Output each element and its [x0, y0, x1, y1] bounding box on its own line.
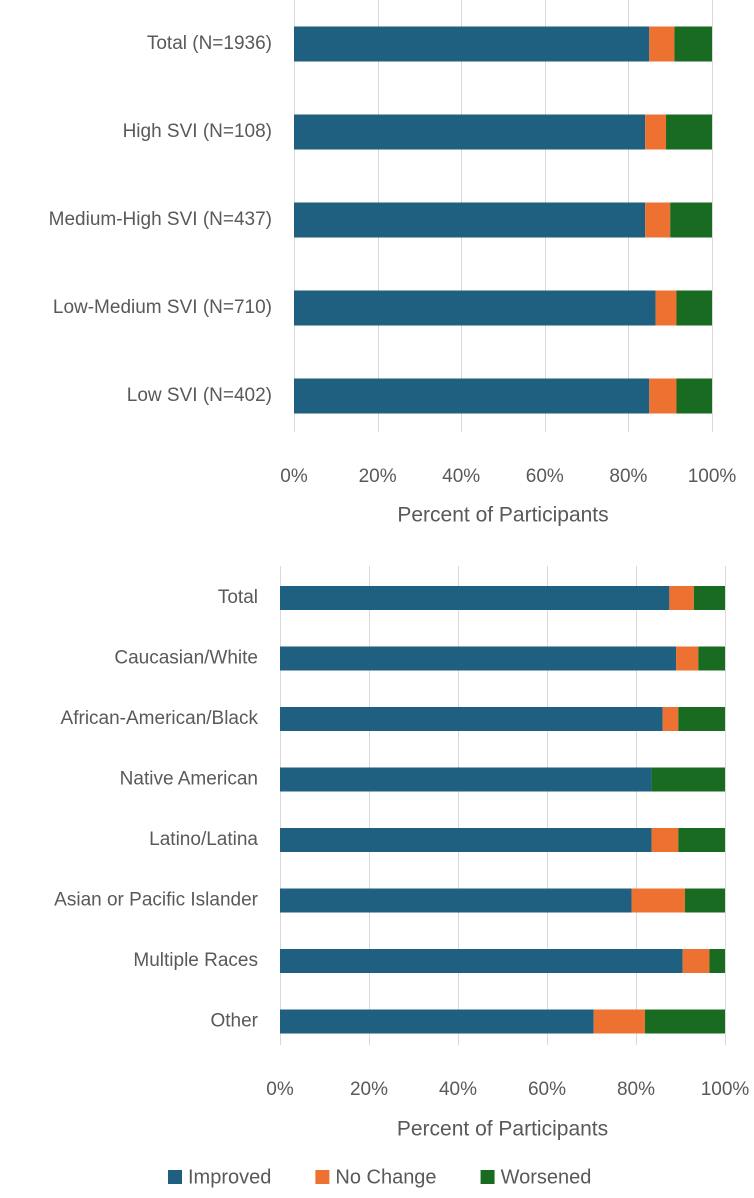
x-tick-label: 20%	[359, 466, 397, 487]
bar-worsened-total-n-1936	[674, 26, 712, 62]
x-tick-label: 20%	[350, 1079, 388, 1100]
category-label: Other	[210, 1011, 258, 1032]
bar-no-change-caucasian-white	[676, 646, 699, 671]
category-label: Total	[218, 587, 258, 608]
bar-worsened-multiple-races	[709, 949, 725, 973]
legend: Improved No Change Worsened	[168, 1166, 591, 1188]
bar-no-change-total	[669, 586, 694, 610]
bar-improved-low-medium-svi-n-710	[294, 290, 656, 326]
legend-swatch-no-change	[315, 1170, 330, 1184]
category-label: Medium-High SVI (N=437)	[49, 209, 272, 230]
bar-improved-high-svi-n-108	[294, 114, 646, 150]
bar-improved-total	[280, 586, 670, 610]
bar-improved-other	[280, 1009, 594, 1034]
bar-worsened-caucasian-white	[698, 646, 725, 671]
x-tick-label: 40%	[439, 1079, 477, 1100]
category-label: Low SVI (N=402)	[127, 385, 272, 406]
bar-worsened-native-american	[651, 767, 725, 792]
svi-chart: Total (N=1936) High SVI (N=108) Medium-Hig…	[49, 0, 737, 527]
bar-improved-total-n-1936	[294, 26, 650, 62]
bar-improved-native-american	[280, 767, 652, 792]
bar-no-change-asian-or-pacific-islander	[631, 888, 685, 913]
category-label: Multiple Races	[133, 950, 258, 971]
category-label: Total (N=1936)	[147, 33, 272, 54]
x-tick-label: 100%	[701, 1079, 750, 1100]
bar-improved-low-svi-n-402	[294, 378, 650, 414]
legend-label-worsened: Worsened	[501, 1166, 592, 1188]
bar-no-change-other	[593, 1009, 645, 1034]
bar-improved-african-american-black	[280, 707, 663, 731]
bar-no-change-multiple-races	[682, 949, 710, 973]
bar-worsened-total	[693, 586, 725, 610]
category-label: Asian or Pacific Islander	[54, 890, 258, 911]
bar-no-change-low-svi-n-402	[649, 378, 677, 414]
category-label: Low-Medium SVI (N=710)	[53, 297, 272, 318]
legend-label-no-change: No Change	[335, 1166, 436, 1188]
legend-swatch-improved	[168, 1170, 182, 1184]
x-tick-label: 60%	[528, 1079, 566, 1100]
bar-worsened-low-svi-n-402	[676, 378, 712, 414]
category-label: Latino/Latina	[149, 829, 258, 850]
category-label: African-American/Black	[61, 708, 259, 729]
bar-no-change-high-svi-n-108	[645, 114, 667, 150]
bar-worsened-asian-or-pacific-islander	[684, 888, 725, 913]
bar-improved-medium-high-svi-n-437	[294, 202, 646, 238]
bar-worsened-other	[644, 1009, 725, 1034]
x-tick-label: 0%	[266, 1079, 294, 1100]
x-tick-label: 40%	[442, 466, 480, 487]
bar-improved-asian-or-pacific-islander	[280, 888, 632, 913]
legend-label-improved: Improved	[188, 1166, 271, 1188]
bar-no-change-medium-high-svi-n-437	[645, 202, 671, 238]
x-tick-label: 0%	[280, 466, 308, 487]
legend-swatch-worsened	[480, 1170, 495, 1184]
race-chart: Total Caucasian/White African-American/Bla…	[54, 566, 749, 1141]
bar-no-change-total-n-1936	[649, 26, 675, 62]
x-axis-title: Percent of Participants	[397, 1118, 608, 1141]
bar-improved-caucasian-white	[280, 646, 677, 671]
bar-worsened-latino-latina	[678, 828, 725, 852]
bar-worsened-medium-high-svi-n-437	[670, 202, 712, 238]
x-tick-label: 80%	[617, 1079, 655, 1100]
bar-improved-latino-latina	[280, 828, 652, 852]
x-axis-title: Percent of Participants	[397, 504, 608, 527]
category-label: Native American	[120, 769, 258, 790]
bar-no-change-african-american-black	[662, 707, 679, 731]
x-tick-label: 100%	[688, 466, 737, 487]
bar-no-change-low-medium-svi-n-710	[655, 290, 677, 326]
bar-improved-multiple-races	[280, 949, 683, 973]
bar-worsened-low-medium-svi-n-710	[676, 290, 712, 326]
x-tick-label: 80%	[609, 466, 647, 487]
bar-worsened-african-american-black	[678, 707, 725, 731]
bar-worsened-high-svi-n-108	[666, 114, 712, 150]
category-label: High SVI (N=108)	[123, 121, 272, 142]
category-label: Caucasian/White	[114, 648, 258, 669]
x-tick-label: 60%	[526, 466, 564, 487]
bar-no-change-latino-latina	[651, 828, 679, 852]
